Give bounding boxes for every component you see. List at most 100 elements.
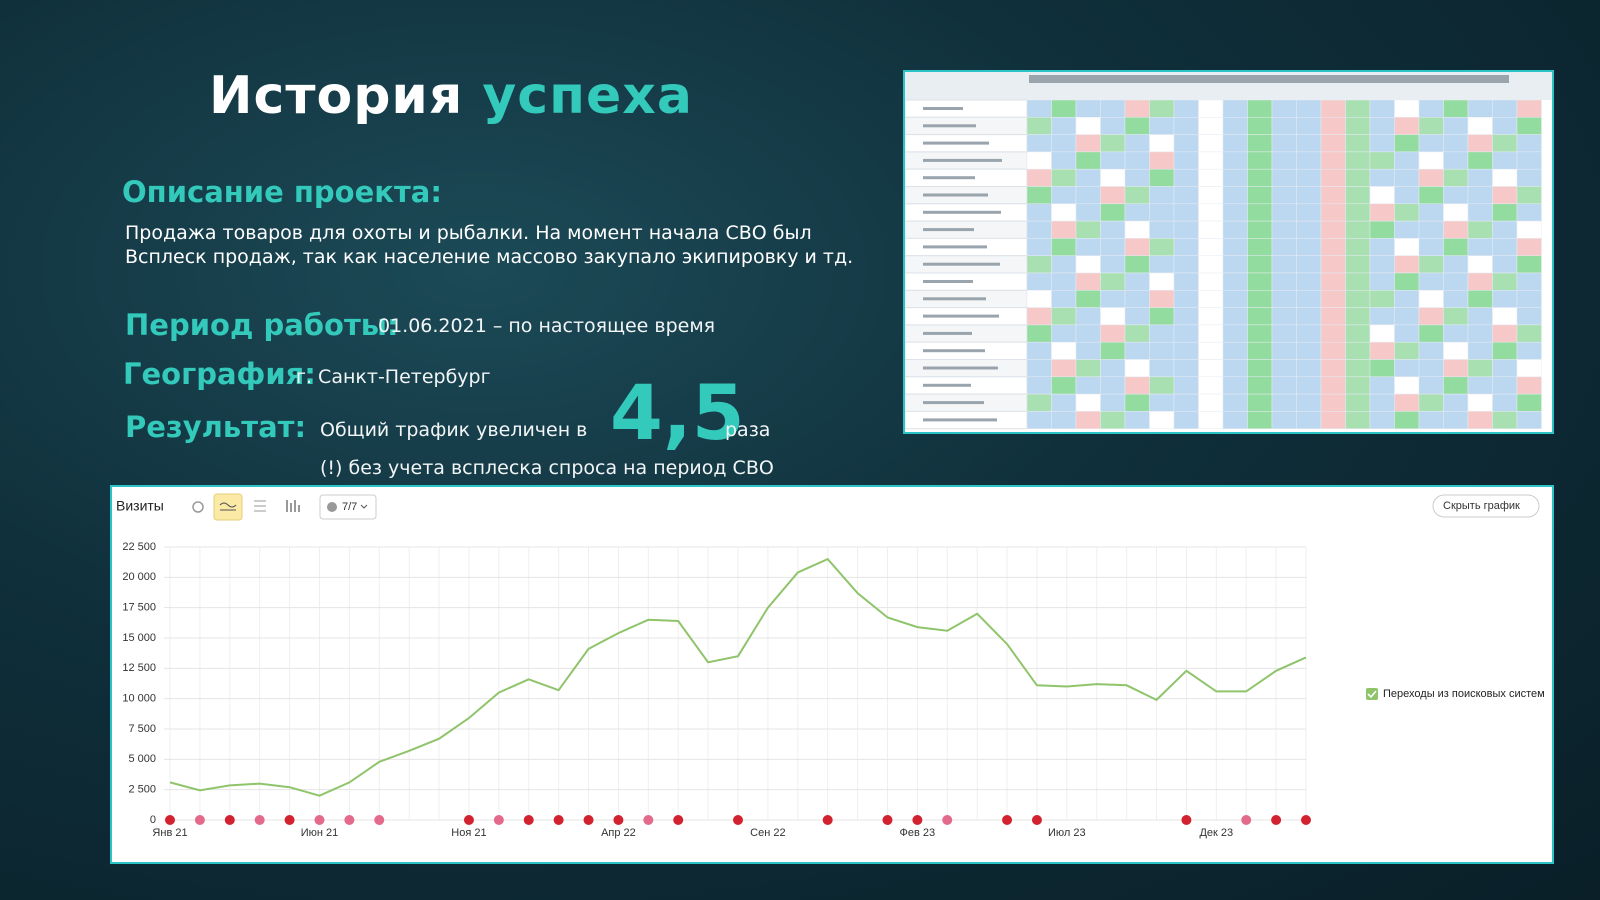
table-cell: [1051, 359, 1077, 378]
event-marker: [1002, 815, 1013, 825]
table-cell: [1394, 168, 1420, 187]
table-cell: [1075, 376, 1101, 395]
table-cell: [1467, 117, 1493, 135]
table-cell: [1443, 255, 1469, 274]
table-text-line: [923, 210, 1001, 214]
event-marker: [1181, 815, 1192, 825]
table-cell: [1345, 168, 1371, 187]
table-cell: [1149, 168, 1175, 187]
table-cell: [1345, 307, 1371, 326]
table-cell: [1051, 376, 1077, 395]
table-cell: [1124, 359, 1150, 378]
table-cell: [1394, 203, 1420, 222]
table-cell: [1247, 359, 1273, 378]
table-cell: [1296, 238, 1322, 256]
series-line: [169, 557, 1307, 797]
table-cell: [1149, 220, 1175, 239]
description: Продажа товаров для охоты и рыбалки. На …: [125, 222, 854, 268]
table-cell: [1026, 220, 1052, 239]
x-tick-label: Апр 22: [601, 827, 636, 839]
table-cell: [1026, 99, 1052, 118]
table-cell: [1247, 220, 1273, 239]
table-cell: [1516, 203, 1542, 222]
table-cell: [1051, 393, 1077, 412]
table-cell: [1492, 220, 1518, 239]
table-text-line: [923, 193, 988, 197]
table-text-line: [923, 124, 976, 128]
table-cell: [1051, 255, 1077, 274]
table-cell: [1051, 272, 1077, 291]
table-text-line: [923, 349, 985, 353]
line-mode-button[interactable]: [213, 493, 243, 521]
table-cell: [1026, 393, 1052, 412]
table-cell: [1124, 238, 1150, 256]
table-cell: [1394, 272, 1420, 291]
table-cell: [1443, 134, 1469, 153]
table-cell: [1443, 99, 1469, 118]
table-cell: [1198, 307, 1224, 326]
table-cell: [1369, 151, 1395, 170]
table-cell: [1320, 151, 1346, 170]
notes-button[interactable]: [319, 494, 377, 520]
table-cell: [1247, 134, 1273, 153]
table-cell: [1075, 203, 1101, 222]
table-cell: [1075, 307, 1101, 326]
table-cell: [1296, 255, 1322, 274]
table-cell: [1296, 168, 1322, 187]
table-cell: [1516, 238, 1542, 256]
table-cell: [1051, 168, 1077, 187]
refresh-icon[interactable]: [192, 501, 204, 513]
table-cell: [1222, 324, 1248, 343]
table-cell: [1296, 411, 1322, 429]
legend-checkbox[interactable]: [1366, 688, 1378, 700]
table-cell: [1026, 376, 1052, 395]
table-cell: [1345, 393, 1371, 412]
table-cell: [1320, 168, 1346, 187]
table-cell: [1296, 341, 1322, 360]
bar-mode-button[interactable]: [286, 500, 300, 512]
table-cell: [1149, 255, 1175, 274]
table-cell: [1492, 99, 1518, 118]
table-cell: [1075, 393, 1101, 412]
table-cell: [1198, 220, 1224, 239]
table-cell: [1051, 134, 1077, 153]
result-number: 4,5: [610, 368, 745, 457]
table-text-line: [923, 314, 999, 318]
table-cell: [1320, 411, 1346, 429]
table-cell: [1369, 255, 1395, 274]
table-cell: [1247, 341, 1273, 360]
table-cell: [1100, 99, 1126, 118]
table-cell: [1394, 359, 1420, 378]
table-cell: [1051, 186, 1077, 205]
positions-table-screenshot: [903, 70, 1554, 434]
table-cell: [1247, 324, 1273, 343]
table-cell: [1516, 99, 1542, 118]
table-cell: [1345, 255, 1371, 274]
table-cell: [1271, 220, 1297, 239]
table-cell: [1124, 341, 1150, 360]
table-cell: [1418, 324, 1444, 343]
table-cell: [1173, 134, 1199, 153]
table-cell: [1173, 203, 1199, 222]
table-cell: [1124, 376, 1150, 395]
table-cell: [1075, 290, 1101, 308]
table-cell: [1100, 359, 1126, 378]
period-label: Период работы:: [125, 308, 399, 342]
table-cell: [1051, 151, 1077, 170]
table-cell: [1100, 393, 1126, 412]
table-cell: [1320, 341, 1346, 360]
y-tick-label: 7 500: [128, 723, 156, 735]
table-cell: [1516, 307, 1542, 326]
event-marker: [1031, 815, 1042, 825]
table-text-line: [923, 141, 989, 145]
table-cell: [1296, 376, 1322, 395]
table-cell: [1198, 117, 1224, 135]
area-mode-button[interactable]: [254, 500, 266, 512]
table-cell: [1100, 290, 1126, 308]
table-cell: [1369, 134, 1395, 153]
table-cell: [1149, 186, 1175, 205]
hide-chart-button[interactable]: [1432, 494, 1540, 518]
toolbar-title: Визиты: [116, 498, 164, 514]
table-cell: [1124, 203, 1150, 222]
table-text-line: [923, 176, 975, 180]
